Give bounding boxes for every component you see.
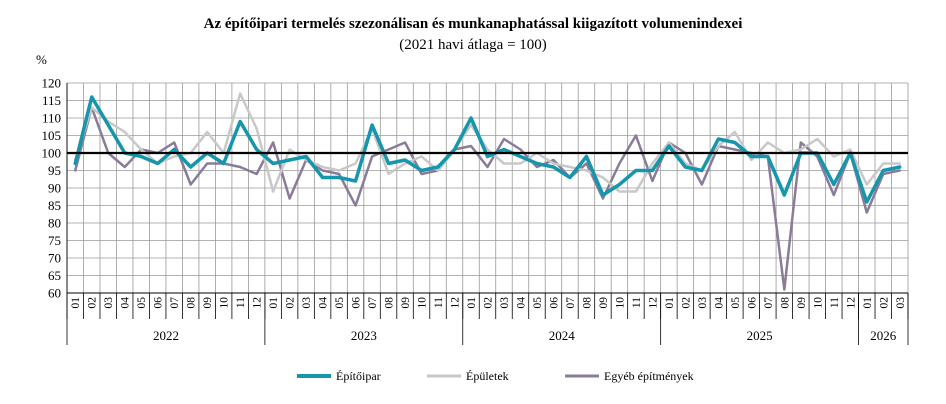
x-tick-label: 12 [845,297,857,309]
x-tick-label: 10 [417,297,429,309]
x-tick-label: 04 [713,297,725,309]
x-tick-label: 09 [202,297,214,309]
year-label: 2025 [747,328,773,343]
y-tick-label: 110 [42,111,61,126]
x-tick-label: 11 [433,297,445,308]
x-tick-label: 07 [565,297,577,309]
series-lines [67,92,908,291]
y-tick-label: 120 [42,76,62,91]
year-label: 2023 [351,328,377,343]
x-tick-label: 10 [614,297,626,309]
x-tick-label: 10 [812,297,824,309]
x-tick-label: 01 [862,297,874,309]
x-tick-label: 06 [746,297,758,309]
x-tick-label: 12 [450,297,462,309]
x-tick-label: 03 [301,297,313,309]
y-tick-label: 70 [48,251,61,266]
y-tick-label: 80 [48,216,61,231]
x-tick-label: 07 [367,297,379,309]
x-tick-label: 03 [697,297,709,309]
year-label: 2026 [870,328,897,343]
legend-label: Épületek [466,369,509,383]
x-tick-label: 02 [878,297,890,309]
x-tick-label: 12 [252,297,264,309]
year-label: 2022 [153,328,179,343]
x-tick-label: 01 [70,297,82,309]
x-tick-label: 05 [730,297,742,309]
grid [66,82,909,294]
x-tick-label: 02 [680,297,692,309]
x-tick-label: 08 [581,297,593,309]
x-tick-label: 01 [664,297,676,309]
y-tick-label: 105 [42,128,62,143]
y-tick-label: 95 [48,163,61,178]
x-tick-label: 06 [153,297,165,309]
x-tick-label: 05 [136,297,148,309]
x-tick-label: 08 [779,297,791,309]
x-tick-label: 06 [548,297,560,309]
x-tick-label: 01 [466,297,478,309]
x-tick-label: 11 [829,297,841,308]
y-tick-label: 85 [48,198,61,213]
x-tick-label: 07 [763,297,775,309]
x-tick-label: 02 [87,297,99,309]
x-tick-label: 04 [120,297,132,309]
y-tick-label: 75 [48,233,61,248]
x-tick-label: 06 [351,297,363,309]
x-tick-label: 10 [219,297,231,309]
x-tick-label: 04 [318,297,330,309]
x-tick-label: 03 [499,297,511,309]
x-tick-label: 05 [532,297,544,309]
chart-subtitle: (2021 havi átlaga = 100) [399,37,547,53]
x-tick-label: 03 [895,297,907,309]
x-tick-label: 09 [598,297,610,309]
x-tick-label: 01 [268,297,280,309]
y-tick-label: 60 [48,286,61,301]
legend-label: Egyéb építmények [604,369,694,383]
x-tick-label: 07 [169,297,181,309]
y-tick-label: 100 [42,146,62,161]
series-line [74,92,901,193]
legend-label: Építőipar [336,369,381,383]
x-tick-label: 02 [483,297,495,309]
x-tick-label: 08 [186,297,198,309]
x-tick-label: 11 [631,297,643,308]
x-tick-label: 12 [647,297,659,309]
y-tick-label: 90 [48,181,61,196]
x-tick-label: 08 [384,297,396,309]
x-tick-label: 09 [400,297,412,309]
x-tick-label: 02 [285,297,297,309]
chart-title: Az építőipari termelés szezonálisan és m… [203,16,743,32]
x-tick-label: 03 [103,297,115,309]
y-axis-label: % [36,52,47,67]
y-tick-label: 65 [48,268,61,283]
x-tick-label: 09 [796,297,808,309]
legend: Építőipar Épületek Egyéb építmények [297,369,694,383]
x-tick-label: 11 [235,297,247,308]
x-tick-label: 04 [515,297,527,309]
series-line [73,95,902,204]
y-tick-label: 115 [42,93,61,108]
x-tick-label: 05 [334,297,346,309]
year-label: 2024 [549,328,576,343]
